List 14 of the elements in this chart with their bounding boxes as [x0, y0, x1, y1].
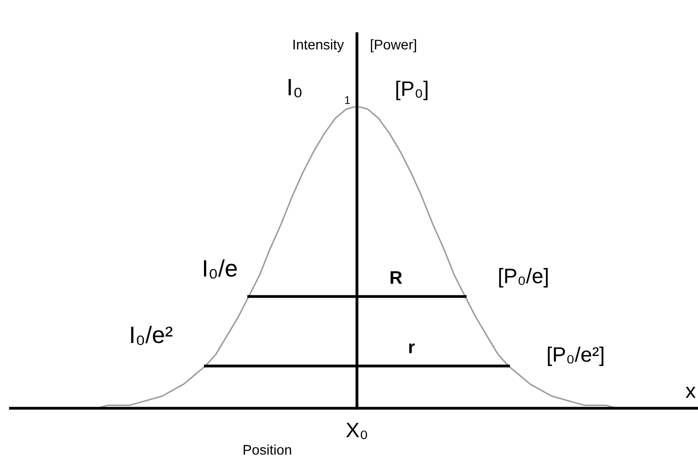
- text: I₀: [288, 79, 302, 98]
- text: 1: [345, 96, 350, 104]
- text: [P₀]: [396, 80, 428, 100]
- annotation: x: [686, 386, 696, 398]
- x-axis-title: Position: [244, 444, 292, 455]
- y2-axis-title: [Power]: [370, 39, 416, 52]
- text: X₀: [346, 422, 368, 440]
- series-label: r: [409, 343, 415, 354]
- annotation: I₀/e: [204, 259, 237, 279]
- annotation: I₀/e²: [131, 326, 172, 346]
- y-axis-title: Intensity: [294, 39, 344, 52]
- annotation: [P₀/e]: [499, 268, 548, 288]
- annotation: [P₀/e²]: [548, 346, 604, 366]
- series-label: R: [390, 271, 402, 284]
